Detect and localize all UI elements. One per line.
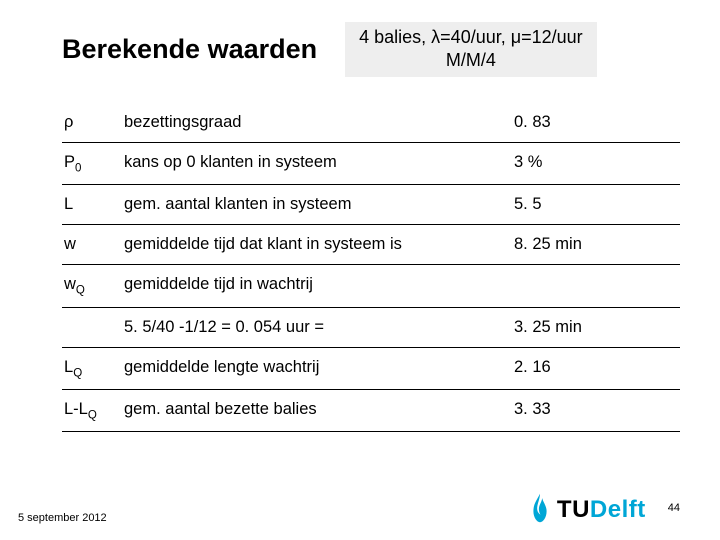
symbol-cell: wQ (62, 265, 122, 307)
table-row: LQgemiddelde lengte wachtrij2. 16 (62, 347, 680, 389)
footer-date: 5 september 2012 (18, 512, 107, 524)
description-cell: gemiddelde lengte wachtrij (122, 347, 512, 389)
value-cell: 3 % (512, 143, 680, 185)
header: Berekende waarden 4 balies, λ=40/uur, μ=… (0, 0, 720, 77)
table-row: wgemiddelde tijd dat klant in systeem is… (62, 225, 680, 265)
symbol-cell: ρ (62, 103, 122, 143)
value-cell: 5. 5 (512, 185, 680, 225)
table-row: L-LQgem. aantal bezette balies3. 33 (62, 389, 680, 431)
slide-subtitle: 4 balies, λ=40/uur, μ=12/uur M/M/4 (345, 22, 597, 77)
description-cell: gem. aantal klanten in systeem (122, 185, 512, 225)
value-cell (512, 265, 680, 307)
symbol-cell: L (62, 185, 122, 225)
values-table: ρbezettingsgraad0. 83P0kans op 0 klanten… (62, 103, 680, 432)
value-cell: 2. 16 (512, 347, 680, 389)
symbol-cell: L-LQ (62, 389, 122, 431)
slide-title: Berekende waarden (62, 34, 317, 65)
subtitle-line2: M/M/4 (359, 49, 583, 72)
page-number: 44 (668, 502, 680, 514)
table-row: ρbezettingsgraad0. 83 (62, 103, 680, 143)
symbol-cell (62, 307, 122, 347)
table-row: wQgemiddelde tijd in wachtrij (62, 265, 680, 307)
flame-icon (529, 492, 551, 524)
value-cell: 8. 25 min (512, 225, 680, 265)
description-cell: gem. aantal bezette balies (122, 389, 512, 431)
logo-text: TUDelft (557, 496, 646, 524)
logo-tu: TU (557, 496, 590, 524)
table-row: Lgem. aantal klanten in systeem5. 5 (62, 185, 680, 225)
symbol-cell: w (62, 225, 122, 265)
values-table-wrap: ρbezettingsgraad0. 83P0kans op 0 klanten… (62, 103, 680, 432)
description-cell: bezettingsgraad (122, 103, 512, 143)
value-cell: 0. 83 (512, 103, 680, 143)
description-cell: kans op 0 klanten in systeem (122, 143, 512, 185)
description-cell: gemiddelde tijd in wachtrij (122, 265, 512, 307)
footer: 5 september 2012 TUDelft 44 (0, 492, 720, 524)
table-row: 5. 5/40 -1/12 = 0. 054 uur =3. 25 min (62, 307, 680, 347)
subtitle-line1: 4 balies, λ=40/uur, μ=12/uur (359, 27, 583, 47)
logo-delft: Delft (590, 496, 646, 524)
logo: TUDelft 44 (529, 492, 680, 524)
description-cell: gemiddelde tijd dat klant in systeem is (122, 225, 512, 265)
value-cell: 3. 25 min (512, 307, 680, 347)
value-cell: 3. 33 (512, 389, 680, 431)
symbol-cell: P0 (62, 143, 122, 185)
slide: Berekende waarden 4 balies, λ=40/uur, μ=… (0, 0, 720, 540)
description-cell: 5. 5/40 -1/12 = 0. 054 uur = (122, 307, 512, 347)
table-row: P0kans op 0 klanten in systeem3 % (62, 143, 680, 185)
symbol-cell: LQ (62, 347, 122, 389)
